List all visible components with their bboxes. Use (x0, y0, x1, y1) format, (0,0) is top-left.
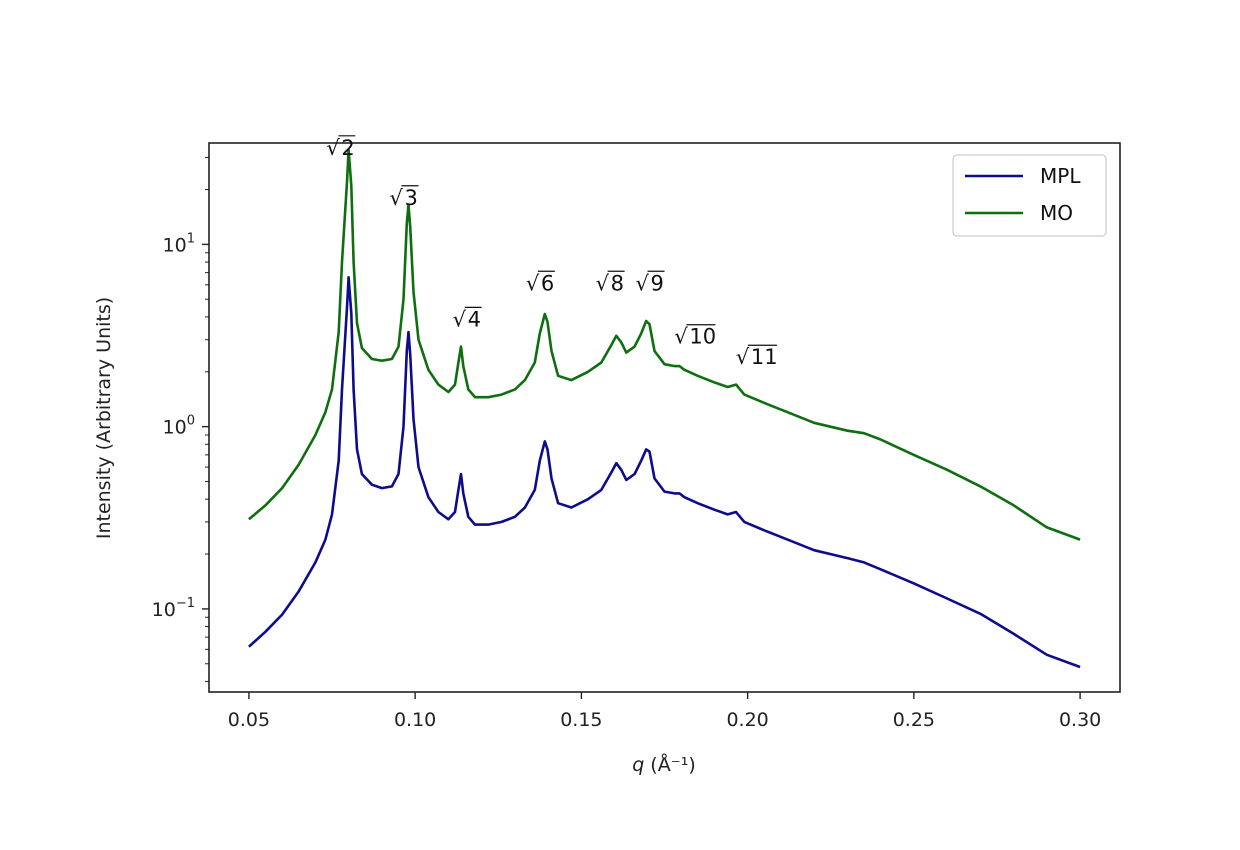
peak-label: √ 2 (326, 135, 356, 160)
x-tick-label: 0.05 (228, 709, 270, 731)
x-axis: 0.05 0.10 0.15 0.20 0.25 0.30 (228, 692, 1101, 731)
peak-label: √ 10 (674, 324, 716, 349)
peak-label: √ 8 (596, 270, 625, 295)
svg-text:√: √ (390, 186, 404, 210)
peak-label: √ 11 (736, 344, 778, 369)
series-lines (248, 148, 1081, 669)
y-axis-label: Intensity (Arbitrary Units) (93, 297, 115, 539)
legend-box (952, 154, 1107, 237)
svg-text:√: √ (636, 271, 650, 295)
x-tick-label: 0.25 (893, 709, 935, 731)
legend: MPL MO (952, 154, 1107, 237)
y-axis: 10−1 100 101 (152, 156, 209, 682)
svg-text:4: 4 (468, 307, 481, 331)
svg-text:11: 11 (751, 345, 778, 369)
legend-label-mpl: MPL (1040, 164, 1081, 188)
x-tick-label: 0.15 (560, 709, 602, 731)
series-line-mo (248, 148, 1081, 541)
peak-annotations: √ 2√ 3√ 4√ 6 √ 8 √ 9√ 10√ 11 (326, 135, 778, 369)
svg-text:√: √ (326, 136, 340, 160)
y-tick-label: 101 (163, 231, 195, 256)
svg-text:√: √ (736, 345, 750, 369)
svg-text:6: 6 (541, 271, 554, 295)
svg-text:9: 9 (651, 271, 664, 295)
svg-text:√: √ (453, 307, 467, 331)
svg-text:2: 2 (341, 136, 354, 160)
y-tick-label: 10−1 (152, 596, 195, 621)
svg-text:10: 10 (689, 325, 716, 349)
svg-text:√: √ (526, 271, 540, 295)
svg-text:√: √ (674, 325, 688, 349)
peak-label: √ 6 (526, 270, 555, 295)
svg-text:√: √ (596, 271, 610, 295)
x-tick-label: 0.10 (394, 709, 436, 731)
y-tick-label: 100 (163, 414, 195, 439)
svg-text:8: 8 (611, 271, 624, 295)
series-line-mpl (248, 276, 1081, 669)
legend-label-mo: MO (1040, 201, 1073, 225)
svg-text:3: 3 (405, 186, 418, 210)
peak-label: √ 3 (390, 185, 419, 210)
x-axis-label: q (Å⁻¹) (632, 753, 696, 776)
peak-label: √ 4 (453, 306, 482, 331)
peak-label: √ 9 (636, 270, 665, 295)
x-tick-label: 0.30 (1059, 709, 1101, 731)
x-tick-label: 0.20 (726, 709, 768, 731)
